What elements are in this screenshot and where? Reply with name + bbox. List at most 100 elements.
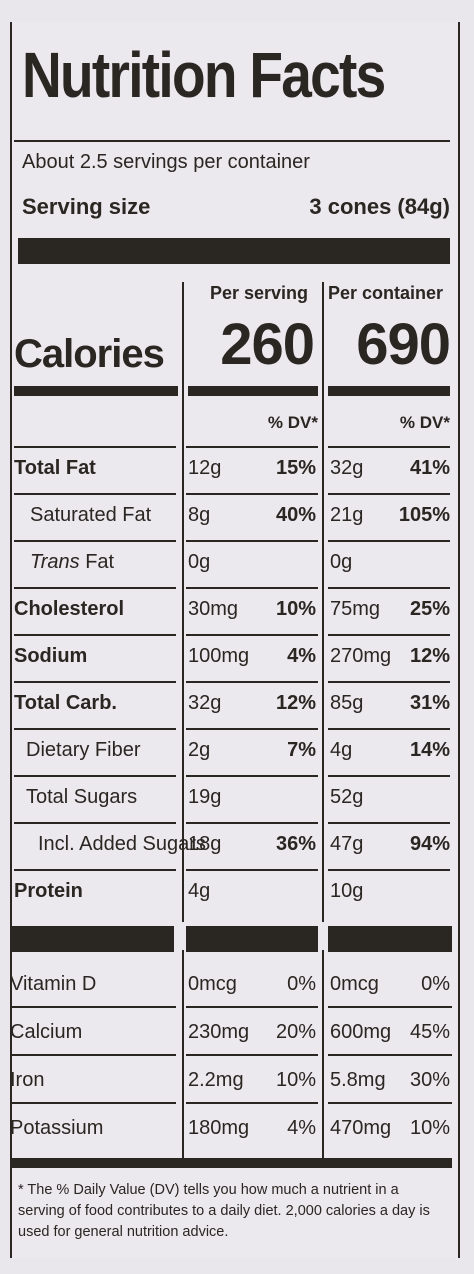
dv-per-serving: 12% xyxy=(275,692,316,714)
row-divider-container xyxy=(328,681,450,683)
calories-bar-container xyxy=(328,386,450,396)
amount-per-container: 4g xyxy=(330,739,353,761)
nutrient-name: Protein xyxy=(14,880,83,902)
row-divider-serving xyxy=(186,728,318,730)
vitamin-name: Vitamin D xyxy=(10,973,97,995)
row-divider-serving xyxy=(186,681,318,683)
row-divider-container xyxy=(328,540,450,542)
vitamin-dv-per-serving: 4% xyxy=(287,1117,316,1139)
dv-per-serving: 4% xyxy=(287,645,316,667)
vitamin-divider-name xyxy=(10,1006,176,1008)
amount-per-serving: 100mg xyxy=(188,645,250,667)
dv-per-container: 25% xyxy=(409,598,450,620)
dv-per-serving: 40% xyxy=(275,504,316,526)
amount-per-container: 75mg xyxy=(330,598,381,620)
row-divider-name xyxy=(14,446,176,448)
per-container-header: Per container xyxy=(328,283,444,303)
vitamin-dv-per-container: 45% xyxy=(409,1021,450,1043)
vitamin-dv-per-serving: 10% xyxy=(275,1069,316,1091)
amount-per-serving: 0g xyxy=(188,551,211,573)
amount-per-container: 0g xyxy=(330,551,353,573)
row-divider-name xyxy=(14,634,176,636)
thick-divider-vitamins-serving xyxy=(186,926,318,952)
vitamin-amount-per-serving: 180mg xyxy=(188,1117,250,1139)
row-divider-serving xyxy=(186,775,318,777)
vitamin-amount-per-container: 470mg xyxy=(330,1117,392,1139)
column-divider-left xyxy=(182,282,184,922)
vitamin-amount-per-serving: 2.2mg xyxy=(188,1069,244,1091)
dv-per-container: 94% xyxy=(409,833,450,855)
row-divider-container xyxy=(328,869,450,871)
dv-per-serving: 10% xyxy=(275,598,316,620)
vitamin-name: Calcium xyxy=(10,1021,83,1043)
serving-size-value: 3 cones (84g) xyxy=(309,194,450,219)
row-divider-container xyxy=(328,822,450,824)
dv-per-container: 41% xyxy=(409,457,450,479)
calories-per-container: 690 xyxy=(356,312,451,377)
nutrient-name: Total Sugars xyxy=(26,786,138,808)
vitamin-divider-name xyxy=(10,1102,176,1104)
thick-divider-vitamins-name xyxy=(10,926,174,952)
calories-bar-name xyxy=(14,386,178,396)
dv-per-container: 31% xyxy=(409,692,450,714)
per-serving-header: Per serving xyxy=(210,283,309,303)
dv-per-serving: 7% xyxy=(287,739,316,761)
footnote-divider xyxy=(10,1158,452,1168)
amount-per-serving: 30mg xyxy=(188,598,239,620)
vitamin-divider-serving xyxy=(186,1006,318,1008)
dv-per-container: 12% xyxy=(409,645,450,667)
vitamin-name: Iron xyxy=(10,1069,45,1091)
row-divider-name xyxy=(14,587,176,589)
amount-per-serving: 2g xyxy=(188,739,211,761)
vitamin-amount-per-container: 600mg xyxy=(330,1021,392,1043)
nutrient-name: Sodium xyxy=(14,645,88,667)
nutrient-name: Total Fat xyxy=(14,457,96,479)
serving-size-label: Serving size xyxy=(22,194,151,219)
vitamin-dv-per-container: 30% xyxy=(409,1069,450,1091)
vitamin-dv-per-serving: 20% xyxy=(275,1021,316,1043)
row-divider-container xyxy=(328,587,450,589)
amount-per-container: 32g xyxy=(330,457,364,479)
vitamin-divider-container xyxy=(328,1102,452,1104)
amount-per-serving: 12g xyxy=(188,457,222,479)
amount-per-container: 52g xyxy=(330,786,364,808)
column-divider-right-vitamins xyxy=(322,950,324,1160)
row-divider-name xyxy=(14,493,176,495)
amount-per-serving: 4g xyxy=(188,880,211,902)
amount-per-serving: 19g xyxy=(188,786,222,808)
amount-per-serving: 32g xyxy=(188,692,222,714)
amount-per-container: 47g xyxy=(330,833,364,855)
label-title: Nutrition Facts xyxy=(22,39,386,111)
column-divider-left-vitamins xyxy=(182,950,184,1160)
nutrient-name: Total Carb. xyxy=(14,692,117,714)
vitamin-amount-per-serving: 230mg xyxy=(188,1021,250,1043)
vitamin-divider-name xyxy=(10,1054,176,1056)
row-divider-serving xyxy=(186,446,318,448)
vitamin-amount-per-container: 0mcg xyxy=(330,973,379,995)
vitamin-amount-per-container: 5.8mg xyxy=(330,1069,386,1091)
dv-per-serving: 15% xyxy=(275,457,316,479)
row-divider-name xyxy=(14,540,176,542)
nutrient-name: Saturated Fat xyxy=(30,504,152,526)
amount-per-container: 85g xyxy=(330,692,364,714)
servings-per-container: About 2.5 servings per container xyxy=(22,151,310,173)
vitamin-divider-serving xyxy=(186,1054,318,1056)
row-divider-container xyxy=(328,634,450,636)
row-divider-name xyxy=(14,681,176,683)
amount-per-serving: 8g xyxy=(188,504,211,526)
row-divider-serving xyxy=(186,869,318,871)
nutrition-label-panel xyxy=(10,22,460,1258)
thick-divider-top xyxy=(18,238,450,264)
row-divider-container xyxy=(328,775,450,777)
row-divider-name xyxy=(14,728,176,730)
dv-per-container: 105% xyxy=(398,504,450,526)
row-divider-container xyxy=(328,446,450,448)
row-divider-serving xyxy=(186,540,318,542)
dv-per-serving: 36% xyxy=(275,833,316,855)
dv-per-container: 14% xyxy=(409,739,450,761)
row-divider-container xyxy=(328,493,450,495)
column-divider-right xyxy=(322,282,324,922)
row-divider-serving xyxy=(186,634,318,636)
vitamin-divider-container xyxy=(328,1006,452,1008)
calories-per-serving: 260 xyxy=(220,312,315,377)
